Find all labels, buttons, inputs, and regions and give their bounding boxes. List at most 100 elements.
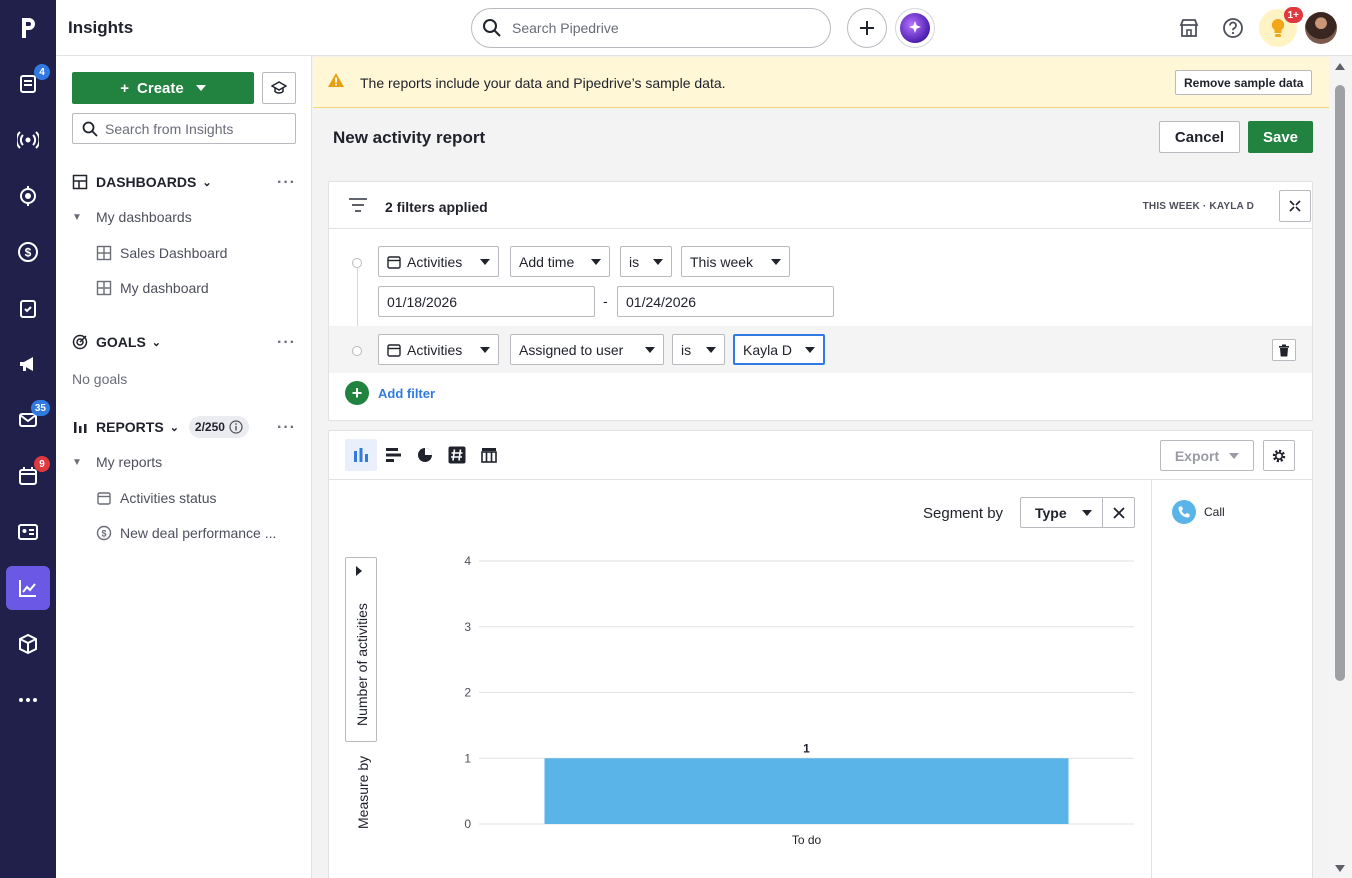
sidebar-item-activities-status[interactable]: Activities status	[96, 486, 292, 510]
pie-chart-button[interactable]	[409, 439, 441, 471]
reports-section-header[interactable]: REPORTS ⌄ 2/250 ···	[72, 415, 296, 439]
pipedrive-logo-icon	[22, 18, 35, 38]
filter2-field-select[interactable]: Assigned to user	[510, 334, 664, 365]
bar-chart-button[interactable]	[377, 439, 409, 471]
rail-money[interactable]: $	[6, 230, 50, 274]
reports-more-icon[interactable]: ···	[277, 419, 296, 436]
goals-section-header[interactable]: GOALS ⌄ ···	[72, 330, 296, 354]
caret-down-icon	[771, 258, 781, 265]
megaphone-icon	[20, 357, 33, 371]
gear-icon	[1272, 449, 1286, 462]
warning-icon	[328, 73, 344, 87]
save-button[interactable]: Save	[1248, 121, 1313, 153]
user-avatar[interactable]	[1305, 12, 1337, 44]
collapse-filters-button[interactable]	[1279, 190, 1311, 222]
y-tick-label: 0	[464, 817, 471, 831]
mail-badge: 35	[30, 400, 50, 416]
ai-sparkle-icon	[900, 13, 930, 43]
table-view-button[interactable]	[473, 439, 505, 471]
filter1-value: This week	[690, 253, 754, 270]
filter2-operator-select[interactable]: is	[672, 334, 725, 365]
collapse-icon	[1289, 200, 1301, 212]
caret-down-icon	[706, 346, 716, 353]
create-button[interactable]: + Create	[72, 72, 254, 104]
calendar-icon	[387, 343, 401, 357]
segment-by-select[interactable]: Type	[1020, 497, 1103, 528]
filter1-entity-select[interactable]: Activities	[378, 246, 499, 277]
rail-insights[interactable]	[6, 566, 50, 610]
more-dots-icon	[19, 698, 37, 702]
plus-icon: +	[120, 79, 130, 97]
dashboards-title: DASHBOARDS	[96, 174, 197, 190]
calendar-icon	[387, 255, 401, 269]
scroll-up-arrow-icon[interactable]	[1335, 63, 1345, 70]
info-icon[interactable]	[229, 420, 243, 434]
rail-products[interactable]	[6, 622, 50, 666]
rail-projects[interactable]	[6, 286, 50, 330]
remove-sample-data-button[interactable]: Remove sample data	[1175, 70, 1313, 95]
rail-deals[interactable]	[6, 174, 50, 218]
measure-metric-select[interactable]: Number of activities	[345, 557, 377, 742]
banner-message: The reports include your data and Pipedr…	[360, 75, 726, 91]
filter1-value-select[interactable]: This week	[681, 246, 790, 277]
insights-search-input[interactable]: Search from Insights	[72, 113, 296, 144]
dashboard-grid-icon	[96, 280, 112, 296]
contact-card-icon	[18, 524, 38, 540]
x-tick-label: To do	[792, 833, 822, 847]
filter1-operator-select[interactable]: is	[620, 246, 672, 277]
sidebar-item-new-deal-performance[interactable]: $ New deal performance ...	[96, 521, 292, 545]
rail-mail[interactable]: 35	[6, 398, 50, 442]
rail-contacts[interactable]	[6, 510, 50, 554]
scorecard-button[interactable]	[441, 439, 473, 471]
ai-assistant-button[interactable]	[895, 8, 935, 48]
goals-more-icon[interactable]: ···	[277, 334, 296, 351]
sidebar-item-my-dashboard[interactable]: My dashboard	[96, 276, 292, 300]
chevron-down-icon: ▼	[72, 211, 82, 223]
filter2-value-select[interactable]: Kayla D	[733, 334, 825, 365]
box-icon	[19, 633, 37, 655]
caret-down-icon	[1082, 509, 1092, 516]
clear-segment-button[interactable]	[1102, 497, 1135, 528]
my-dashboards-group[interactable]: ▼ My dashboards	[72, 205, 192, 229]
add-filter-button[interactable]: + Add filter	[345, 381, 435, 405]
page-scrollbar[interactable]	[1329, 57, 1352, 878]
help-button[interactable]	[1219, 14, 1247, 42]
rail-activities[interactable]: 9	[6, 454, 50, 498]
rail-campaigns-megaphone[interactable]	[6, 342, 50, 386]
bar-data-label: 1	[803, 741, 810, 755]
rail-leads[interactable]: 4	[6, 62, 50, 106]
filter2-entity-select[interactable]: Activities	[378, 334, 499, 365]
filter1-date-to-input[interactable]: 01/24/2026	[617, 286, 834, 317]
filter1-date-from-input[interactable]: 01/18/2026	[378, 286, 595, 317]
scroll-down-arrow-icon[interactable]	[1335, 865, 1345, 872]
store-icon	[1179, 19, 1199, 37]
scrollbar-thumb[interactable]	[1335, 85, 1345, 681]
chart-settings-button[interactable]	[1263, 440, 1295, 471]
marketplace-button[interactable]	[1175, 14, 1203, 42]
pipedrive-logo[interactable]	[0, 0, 56, 56]
academy-button[interactable]	[262, 72, 296, 104]
notifications-button[interactable]: 1+	[1259, 7, 1303, 47]
dashboards-more-icon[interactable]: ···	[277, 174, 296, 191]
export-label: Export	[1174, 447, 1220, 464]
rail-more[interactable]	[6, 678, 50, 722]
dashboard-grid-icon	[72, 174, 88, 190]
filter1-field-select[interactable]: Add time	[510, 246, 610, 277]
my-reports-group[interactable]: ▼ My reports	[72, 450, 162, 474]
global-search-input[interactable]: Search Pipedrive	[471, 8, 831, 48]
caret-down-icon	[480, 258, 490, 265]
cancel-button[interactable]: Cancel	[1159, 121, 1240, 153]
reports-count-badge: 2/250	[188, 416, 249, 438]
rail-campaigns[interactable]	[6, 118, 50, 162]
export-button[interactable]: Export	[1160, 440, 1254, 471]
quick-add-button[interactable]	[847, 8, 887, 48]
filters-applied-title: 2 filters applied	[385, 199, 488, 215]
legend-item-call[interactable]: Call	[1172, 500, 1225, 524]
activities-badge: 9	[34, 456, 50, 472]
sidebar-item-sales-dashboard[interactable]: Sales Dashboard	[96, 241, 292, 265]
insights-chart-icon	[19, 580, 36, 597]
y-tick-label: 1	[464, 751, 471, 765]
dashboards-section-header[interactable]: DASHBOARDS ⌄ ···	[72, 170, 296, 194]
delete-filter-button[interactable]	[1272, 339, 1296, 361]
column-chart-button[interactable]	[345, 439, 377, 471]
